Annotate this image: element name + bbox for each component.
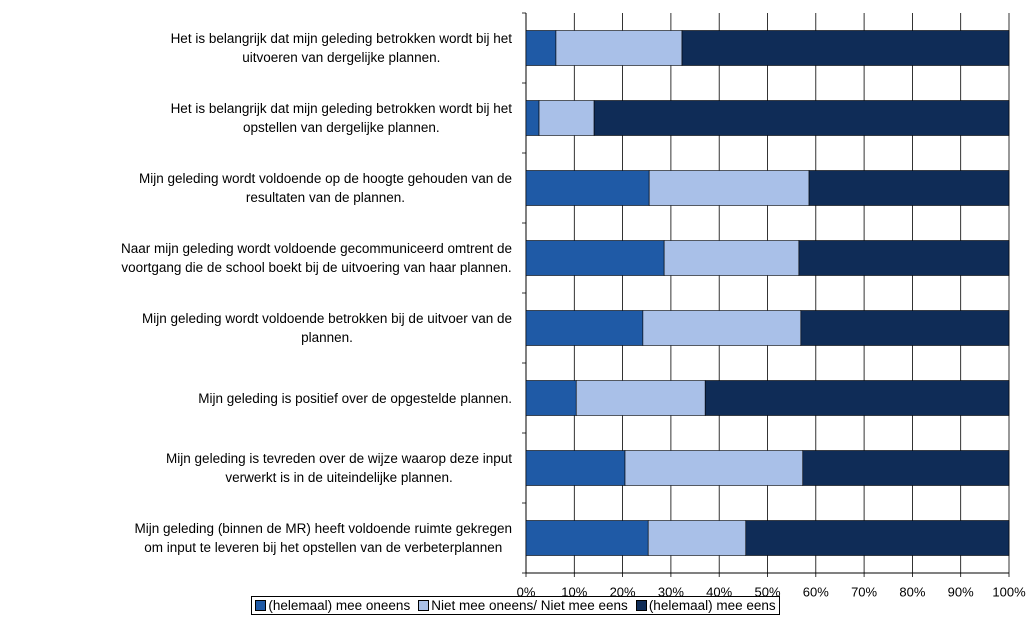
category-label-box: Het is belangrijk dat mijn geleding betr… [0, 96, 512, 140]
category-label: Het is belangrijk dat mijn geleding betr… [170, 101, 512, 135]
bar-segment [798, 240, 1010, 276]
x-tick-label: 60% [803, 584, 829, 599]
x-tick-label: 90% [948, 584, 974, 599]
bar-segment [802, 450, 1010, 486]
x-tick-label: 40% [706, 584, 732, 599]
category-label-box: Mijn geleding wordt voldoende op de hoog… [0, 166, 512, 210]
bar-segment [525, 380, 577, 416]
bar-segment [663, 240, 800, 276]
x-tick-label: 80% [899, 584, 925, 599]
legend-item: Niet mee oneens/ Niet mee eens [418, 598, 628, 613]
category-label-box: Het is belangrijk dat mijn geleding betr… [0, 26, 512, 70]
legend-label: (helemaal) mee eens [648, 598, 776, 613]
legend-swatch [418, 600, 430, 611]
bar-segment [525, 100, 540, 136]
category-label: Mijn geleding (binnen de MR) heeft voldo… [134, 521, 512, 555]
bar-segment [525, 30, 557, 66]
category-label-box: Mijn geleding is positief over de opgest… [0, 376, 512, 420]
category-label: Naar mijn geleding wordt voldoende gecom… [121, 241, 512, 275]
category-label: Mijn geleding is tevreden over de wijze … [166, 451, 512, 485]
legend-swatch [635, 600, 647, 611]
category-label: Mijn geleding is positief over de opgest… [198, 390, 512, 406]
category-label: Mijn geleding wordt voldoende betrokken … [142, 311, 512, 345]
category-label-box: Mijn geleding (binnen de MR) heeft voldo… [0, 516, 512, 560]
legend-swatch [255, 600, 267, 611]
legend-item: (helemaal) mee eens [635, 598, 776, 613]
x-tick-label: 0% [517, 584, 536, 599]
bar-segment [808, 170, 1010, 206]
x-tick-label: 20% [610, 584, 636, 599]
bar-segment [648, 170, 810, 206]
bar-segment [624, 450, 804, 486]
bar-segment [525, 240, 665, 276]
bar-segment [800, 310, 1010, 346]
bar-segment [642, 310, 802, 346]
bar-segment [525, 450, 626, 486]
bar-segment [538, 100, 595, 136]
category-label-box: Mijn geleding is tevreden over de wijze … [0, 446, 512, 490]
legend-item: (helemaal) mee oneens [255, 598, 410, 613]
bar-segment [647, 520, 747, 556]
x-tick-label: 70% [851, 584, 877, 599]
bar-segment [525, 170, 650, 206]
category-label: Mijn geleding wordt voldoende op de hoog… [138, 171, 512, 205]
legend-label: (helemaal) mee oneens [268, 598, 411, 613]
bar-segment [525, 310, 644, 346]
x-tick-label: 50% [754, 584, 780, 599]
bar-segment [681, 30, 1010, 66]
legend: (helemaal) mee oneens Niet mee oneens/ Ni… [0, 596, 1031, 615]
category-label-box: Naar mijn geleding wordt voldoende gecom… [0, 236, 512, 280]
x-tick-label: 100% [992, 584, 1026, 599]
x-tick-label: 10% [561, 584, 587, 599]
category-label: Het is belangrijk dat mijn geleding betr… [170, 31, 512, 65]
legend-label: Niet mee oneens/ Niet mee eens [431, 598, 628, 613]
bar-segment [704, 380, 1010, 416]
bar-segment [555, 30, 683, 66]
x-tick-label: 30% [658, 584, 684, 599]
bar-segment [525, 520, 649, 556]
bar-segment [745, 520, 1010, 556]
legend-box: (helemaal) mee oneens Niet mee oneens/ Ni… [251, 596, 780, 615]
category-label-box: Mijn geleding wordt voldoende betrokken … [0, 306, 512, 350]
bar-segment [575, 380, 706, 416]
bar-segment [593, 100, 1010, 136]
